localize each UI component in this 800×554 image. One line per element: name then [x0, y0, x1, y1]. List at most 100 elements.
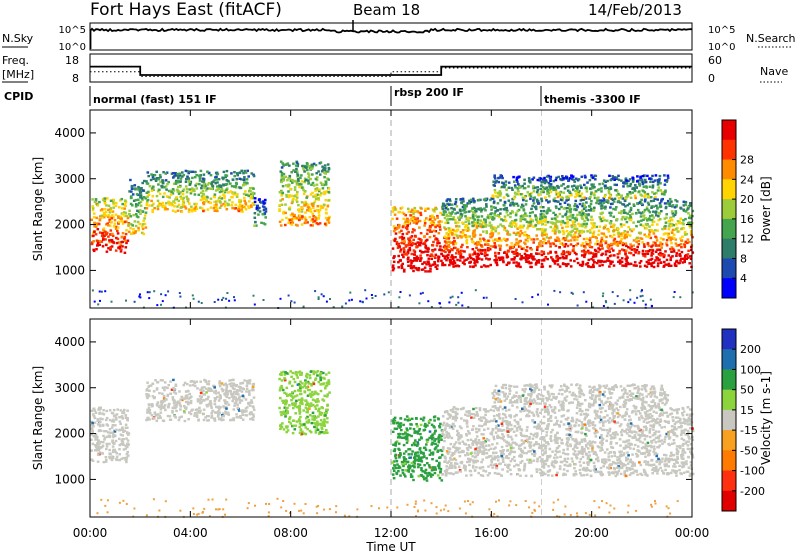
power-ytick-label-3: 4000	[54, 126, 85, 140]
velocity-band-4	[441, 406, 695, 478]
x-tick-label-3: 12:00	[374, 526, 409, 540]
nsky-tick-top: 10^5	[59, 25, 86, 36]
power-colorbar: 4 8 12 16 20 24 28	[721, 119, 754, 299]
velocity-ground-noise	[96, 497, 679, 518]
velocity-colorbar-tick-3: 15	[740, 404, 754, 417]
power-colorbar-swatch-4	[722, 199, 736, 220]
velocity-colorbar-swatch-5	[722, 430, 736, 451]
nsky-series	[89, 27, 693, 49]
date-title: 14/Feb/2013	[588, 1, 682, 19]
power-band-1	[127, 178, 148, 236]
power-colorbar-tick-2: 12	[740, 233, 754, 246]
power-y-axis: 1000 2000 3000 4000	[54, 126, 692, 277]
power-band-2	[145, 169, 256, 214]
nsearch-tick-bottom: 10^0	[708, 42, 735, 53]
power-colorbar-swatch-6	[722, 238, 736, 259]
freq-series	[90, 65, 692, 76]
power-colorbar-swatch-8	[722, 278, 736, 299]
velocity-colorbar-tick-1: 100	[740, 363, 761, 376]
velocity-band-0	[90, 406, 131, 464]
velocity-ytick-label-0: 1000	[54, 472, 85, 486]
x-axis-label: Time UT	[365, 540, 416, 554]
power-panel: 1000 2000 3000 4000 Slant Range [km] 4 8 12 16…	[31, 109, 773, 309]
power-colorbar-tick-4: 20	[740, 193, 754, 206]
power-band-0	[90, 197, 131, 254]
velocity-colorbar-tick-7: -200	[740, 485, 765, 498]
velocity-colorbar-swatch-1	[722, 349, 736, 370]
power-band-4	[278, 160, 331, 227]
power-band-5	[391, 206, 444, 273]
cpid-segment-rbsp: rbsp 200 IF	[394, 86, 464, 99]
power-ytick-label-1: 2000	[54, 218, 85, 232]
velocity-colorbar-swatch-4	[722, 409, 736, 431]
velocity-band-1	[145, 378, 256, 423]
power-colorbar-tick-1: 8	[740, 252, 747, 265]
power-colorbar-swatch-1	[722, 139, 736, 161]
power-band-7	[441, 197, 695, 241]
power-colorbar-swatch-0	[722, 120, 736, 141]
power-colorbar-tick-0: 4	[740, 272, 747, 285]
time-x-axis: 00:00 04:00 08:00 12:00 16:00 20:00 00:00	[73, 110, 710, 540]
freq-label: Freq.	[2, 54, 29, 67]
power-colorbar-tick-6: 28	[740, 154, 754, 167]
x-tick-label-6: 00:00	[675, 526, 710, 540]
freq-panel: Freq. [MHz] 18 8 60 0 Nave	[2, 53, 788, 85]
cpid-row: CPID normal (fast) 151 IF rbsp 200 IF th…	[4, 86, 641, 106]
x-tick-label-4: 16:00	[474, 526, 509, 540]
power-ytick-label-2: 3000	[54, 172, 85, 186]
nsky-tick-bottom: 10^0	[59, 42, 86, 53]
velocity-data-cells	[90, 319, 695, 518]
beam-title: Beam 18	[353, 1, 420, 19]
velocity-ylabel: Slant Range [km]	[31, 366, 45, 470]
velocity-colorbar-tick-6: -100	[740, 465, 765, 478]
power-ytick-label-0: 1000	[54, 263, 85, 277]
velocity-band-5	[491, 383, 670, 409]
nsky-panel: N.Sky 10^5 10^0 10^5 10^0 N.Search	[2, 20, 796, 53]
power-colorbar-label: Power [dB]	[759, 176, 773, 241]
nave-label: Nave	[760, 65, 788, 78]
velocity-colorbar-swatch-3	[722, 389, 736, 411]
x-tick-label-1: 04:00	[173, 526, 208, 540]
x-tick-label-0: 00:00	[73, 526, 108, 540]
velocity-colorbar: 200 100 50 15 -15 -50 -100 -200	[721, 328, 765, 512]
velocity-colorbar-tick-2: 50	[740, 384, 754, 397]
station-title: Fort Hays East (fitACF)	[90, 0, 282, 20]
cpid-segment-themis: themis -3300 IF	[544, 93, 641, 106]
x-tick-label-2: 08:00	[273, 526, 308, 540]
velocity-band-3	[391, 415, 444, 482]
power-band-8	[491, 174, 670, 200]
velocity-y-axis: 1000 2000 3000 4000	[54, 335, 692, 486]
freq-unit: [MHz]	[2, 68, 34, 81]
power-ylabel: Slant Range [km]	[31, 157, 45, 261]
power-colorbar-tick-5: 24	[740, 173, 754, 186]
velocity-colorbar-swatch-0	[722, 329, 736, 350]
velocity-colorbar-tick-5: -50	[740, 444, 758, 457]
velocity-colorbar-swatch-6	[722, 450, 736, 472]
velocity-colorbar-swatch-7	[722, 470, 736, 492]
velocity-colorbar-swatch-8	[722, 490, 736, 512]
freq-tick-bottom: 8	[72, 72, 79, 85]
power-data-cells	[90, 110, 695, 309]
velocity-panel: 1000 2000 3000 4000 Slant Range [km] 200 100…	[31, 318, 773, 518]
power-colorbar-swatch-7	[722, 258, 736, 279]
power-colorbar-swatch-3	[722, 179, 736, 200]
nsearch-tick-top: 10^5	[708, 25, 735, 36]
power-colorbar-tick-3: 16	[740, 213, 754, 226]
power-colorbar-swatch-5	[722, 218, 736, 240]
power-ground-noise	[91, 289, 694, 309]
velocity-colorbar-swatch-2	[722, 369, 736, 391]
power-band-3	[253, 197, 268, 227]
freq-tick-top: 18	[65, 54, 79, 67]
nsearch-label: N.Search	[746, 32, 796, 45]
velocity-colorbar-tick-0: 200	[740, 343, 761, 356]
power-colorbar-swatch-2	[722, 159, 736, 180]
velocity-ytick-label-1: 2000	[54, 427, 85, 441]
nave-tick-bottom: 0	[708, 72, 715, 85]
nsky-label: N.Sky	[2, 32, 34, 45]
velocity-ytick-label-3: 4000	[54, 335, 85, 349]
power-band-6	[441, 238, 695, 269]
cpid-label: CPID	[4, 90, 33, 103]
velocity-colorbar-label: Velocity [m s-1]	[759, 371, 773, 465]
nave-tick-top: 60	[708, 54, 722, 67]
